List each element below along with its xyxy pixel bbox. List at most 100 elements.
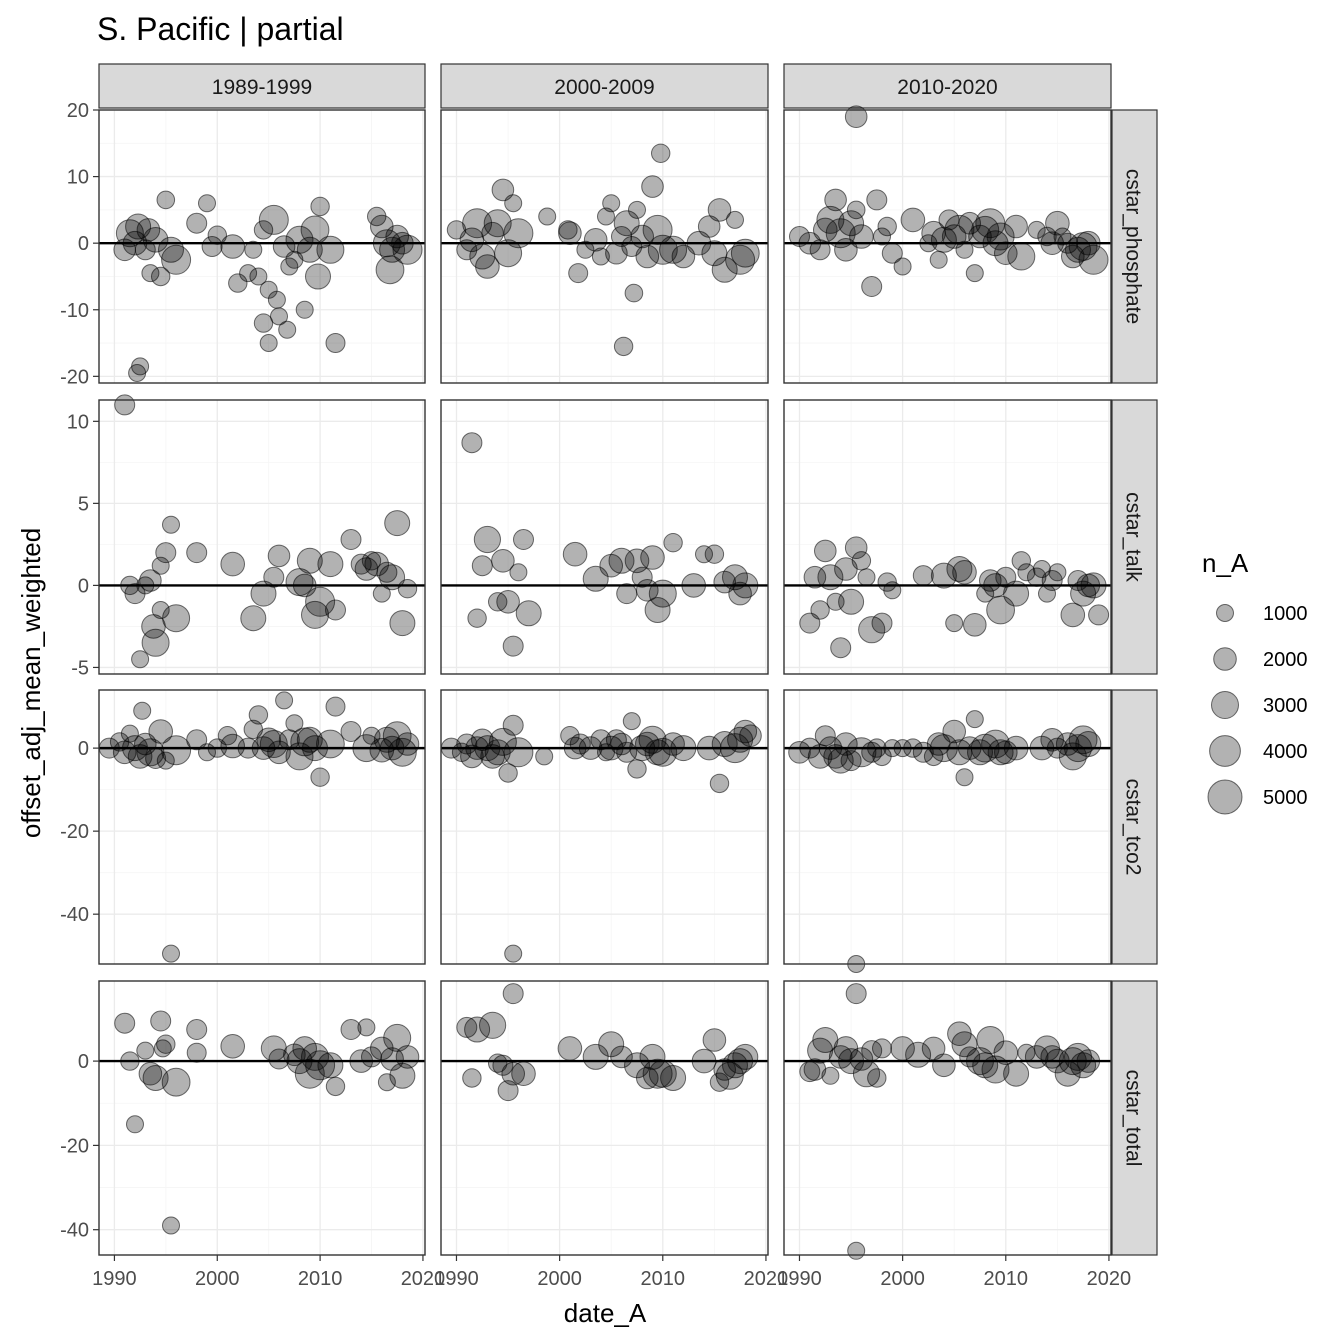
data-point (1041, 570, 1063, 591)
data-point (651, 143, 671, 164)
data-point (610, 1045, 633, 1069)
data-point (681, 573, 707, 598)
data-point (148, 719, 173, 744)
panel-cstar-tco2-2010-2020 (783, 689, 1112, 973)
data-point (497, 1080, 519, 1102)
data-point (1027, 567, 1047, 587)
data-point (295, 300, 314, 319)
data-point (838, 210, 865, 237)
data-point (881, 242, 903, 264)
data-point (711, 256, 738, 283)
data-point (670, 735, 697, 762)
data-point (161, 244, 192, 275)
data-point (707, 198, 732, 222)
data-point (919, 234, 938, 253)
data-point (361, 1046, 382, 1068)
legend-label-1000: 1000 (1263, 603, 1308, 625)
data-point (296, 547, 323, 574)
row-strip-label-cstar-tco2: cstar_tco2 (1122, 779, 1145, 876)
data-point (959, 1046, 981, 1068)
data-point (456, 239, 478, 261)
data-point (317, 551, 344, 578)
panel-border (783, 399, 1112, 675)
legend-label-3000: 3000 (1263, 695, 1308, 717)
data-point (389, 1062, 416, 1089)
data-point (810, 600, 830, 620)
data-point (965, 264, 984, 283)
data-point (816, 205, 845, 234)
data-point (310, 196, 330, 217)
col-strip-label-2010-2020: 2010-2020 (897, 76, 997, 99)
data-point (635, 731, 660, 757)
data-point (316, 729, 345, 759)
data-point (932, 1053, 956, 1078)
panel-border (98, 689, 426, 965)
data-point (622, 712, 641, 731)
data-point (830, 637, 852, 659)
data-point (640, 545, 665, 570)
data-point (1011, 551, 1031, 571)
data-point (1007, 242, 1036, 271)
data-point (150, 1010, 172, 1032)
data-point (462, 208, 493, 239)
data-point (384, 510, 411, 537)
legend-label-2000: 2000 (1263, 649, 1308, 671)
data-point (583, 228, 608, 252)
data-point (134, 239, 156, 261)
data-point (1076, 230, 1101, 256)
data-point (141, 628, 170, 657)
data-point (900, 207, 926, 233)
data-point (461, 432, 483, 454)
data-point (613, 336, 634, 357)
data-point (722, 1052, 748, 1079)
data-point (1045, 210, 1070, 236)
data-point (392, 234, 423, 265)
data-point (636, 1066, 659, 1090)
data-point (847, 1241, 866, 1260)
data-point (1040, 1045, 1064, 1069)
data-point (987, 739, 1014, 766)
data-point (325, 333, 346, 353)
data-point (727, 1048, 754, 1075)
data-point (161, 735, 192, 766)
panel-border (98, 399, 426, 675)
legend-key-3000 (1211, 691, 1239, 719)
data-point (244, 240, 263, 259)
data-point (814, 725, 836, 747)
data-point (207, 225, 228, 245)
data-point (647, 234, 678, 265)
data-point (325, 599, 346, 621)
data-point (702, 1028, 727, 1052)
data-point (1003, 580, 1030, 607)
data-point (139, 569, 162, 592)
data-point (141, 264, 160, 283)
data-point (198, 194, 216, 213)
data-point (1003, 735, 1029, 761)
y-tick-label: -20 (60, 1135, 89, 1157)
y-tick-label: -40 (60, 904, 89, 926)
data-point (502, 635, 524, 657)
data-point (258, 204, 289, 235)
data-point (464, 1016, 491, 1043)
data-point (376, 561, 398, 583)
data-point (492, 1054, 514, 1076)
data-point (138, 1061, 163, 1086)
data-point (340, 1019, 362, 1040)
data-point (120, 1051, 140, 1071)
data-point (251, 736, 276, 760)
data-point (496, 590, 520, 614)
legend-key-2000 (1213, 647, 1237, 671)
panel-cstar-phosphate-2000-2009 (440, 109, 769, 384)
x-tick-label: 1990 (434, 1268, 479, 1290)
panel-cstar-phosphate-2010-2020 (783, 105, 1112, 384)
data-point (186, 729, 208, 751)
data-point (340, 721, 362, 742)
data-point (220, 551, 245, 577)
panel-cstar-phosphate-1989-1999: -20 -10 0 10 20 (60, 100, 426, 388)
panel-cstar-tco2-2000-2009 (440, 689, 769, 965)
data-point (861, 1040, 883, 1062)
panel-cstar-talk-2010-2020 (783, 399, 1112, 675)
data-point (952, 560, 977, 585)
col-strip-1989-1999 (98, 63, 426, 109)
data-point (958, 211, 982, 235)
